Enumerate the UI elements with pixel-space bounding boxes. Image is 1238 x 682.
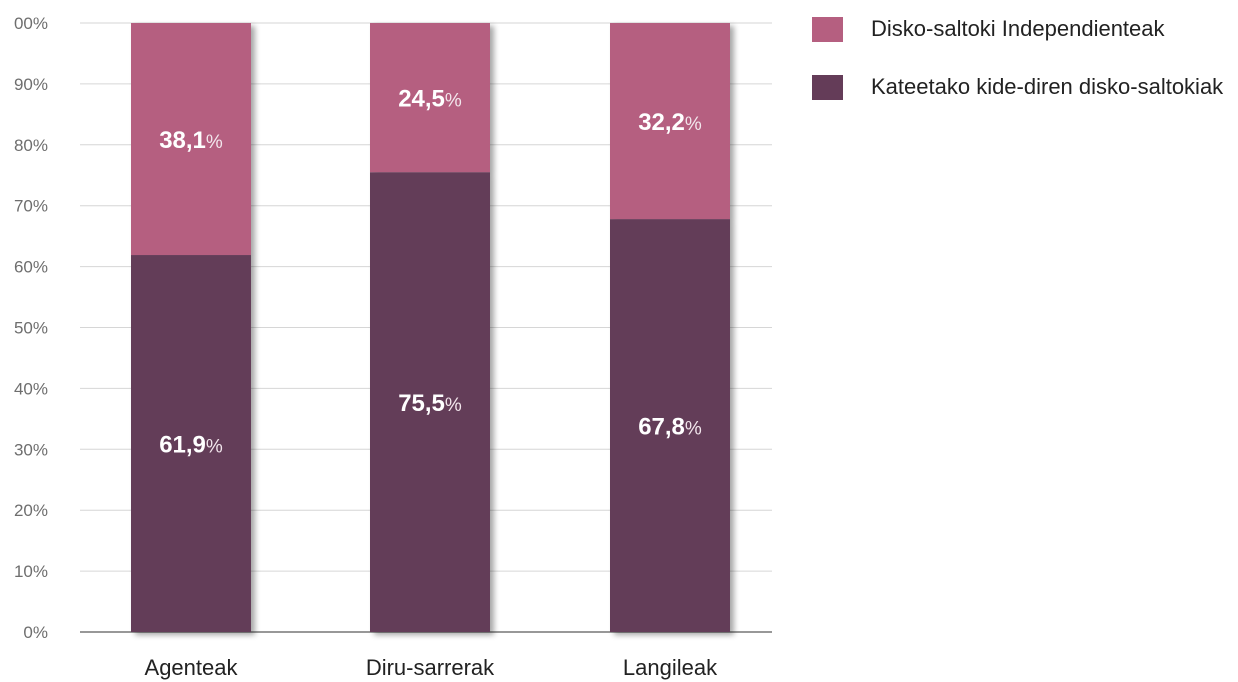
data-label: 32,2% bbox=[638, 109, 702, 136]
x-category-label: Langileak bbox=[623, 655, 718, 680]
bar-segment-chain bbox=[131, 255, 251, 633]
y-tick-label: 40% bbox=[14, 379, 48, 398]
legend-label-chain: Kateetako kide-diren disko-saltokiak bbox=[871, 74, 1224, 99]
y-tick-label: 70% bbox=[14, 197, 48, 216]
data-label: 38,1% bbox=[159, 127, 223, 154]
data-label-unit: % bbox=[445, 91, 462, 112]
y-tick-label: 30% bbox=[14, 440, 48, 459]
legend: Disko-saltoki Independienteak Kateetako … bbox=[812, 12, 1223, 128]
data-label-unit: % bbox=[685, 419, 702, 440]
legend-item-chain: Kateetako kide-diren disko-saltokiak bbox=[812, 70, 1223, 104]
data-label-unit: % bbox=[206, 132, 223, 153]
stacked-bar-chart: 0%10%20%30%40%50%60%70%80%90%00% 61,9%38… bbox=[14, 14, 772, 680]
data-label: 24,5% bbox=[398, 86, 462, 113]
data-label-value: 75,5 bbox=[398, 390, 445, 417]
y-tick-label: 20% bbox=[14, 501, 48, 520]
bars bbox=[131, 23, 730, 633]
legend-swatch-independent bbox=[812, 16, 843, 42]
data-label-unit: % bbox=[206, 437, 223, 458]
y-tick-label: 80% bbox=[14, 136, 48, 155]
bar-stack bbox=[370, 23, 490, 632]
data-label-value: 67,8 bbox=[638, 414, 685, 441]
y-axis-ticks: 0% 10% 20% 30% 40% 50% 60% 70% 80% 90% 00% bbox=[14, 14, 48, 642]
data-label-value: 38,1 bbox=[159, 127, 206, 154]
bar-segment-independent bbox=[131, 23, 251, 256]
x-category-label: Agenteak bbox=[145, 655, 239, 680]
bar-stack bbox=[131, 23, 251, 633]
y-tick-label: 0% bbox=[23, 623, 48, 642]
data-label-value: 32,2 bbox=[638, 109, 685, 136]
value-labels: 61,9%38,1%75,5%24,5%67,8%32,2% bbox=[159, 86, 702, 459]
x-category-label: Diru-sarrerak bbox=[366, 655, 495, 680]
y-tick-label: 60% bbox=[14, 258, 48, 277]
y-tick-label: 00% bbox=[14, 14, 48, 33]
bar-segment-chain bbox=[370, 172, 490, 632]
data-label-unit: % bbox=[685, 114, 702, 135]
legend-item-independent: Disko-saltoki Independienteak bbox=[812, 12, 1223, 46]
bar-stack bbox=[610, 23, 730, 632]
legend-label-independent: Disko-saltoki Independienteak bbox=[871, 16, 1165, 41]
bar-segment-independent bbox=[370, 23, 490, 173]
data-label: 75,5% bbox=[398, 390, 462, 417]
y-tick-label: 10% bbox=[14, 562, 48, 581]
bar-segment-independent bbox=[610, 23, 730, 220]
y-tick-label: 50% bbox=[14, 319, 48, 338]
y-tick-label: 90% bbox=[14, 75, 48, 94]
x-axis-labels: Agenteak Diru-sarrerak Langileak bbox=[145, 655, 719, 680]
bar-segment-chain bbox=[610, 219, 730, 632]
data-label-value: 61,9 bbox=[159, 432, 206, 459]
legend-swatch-chain bbox=[812, 74, 843, 100]
data-label: 61,9% bbox=[159, 432, 223, 459]
data-label-value: 24,5 bbox=[398, 86, 445, 113]
data-label: 67,8% bbox=[638, 414, 702, 441]
data-label-unit: % bbox=[445, 395, 462, 416]
